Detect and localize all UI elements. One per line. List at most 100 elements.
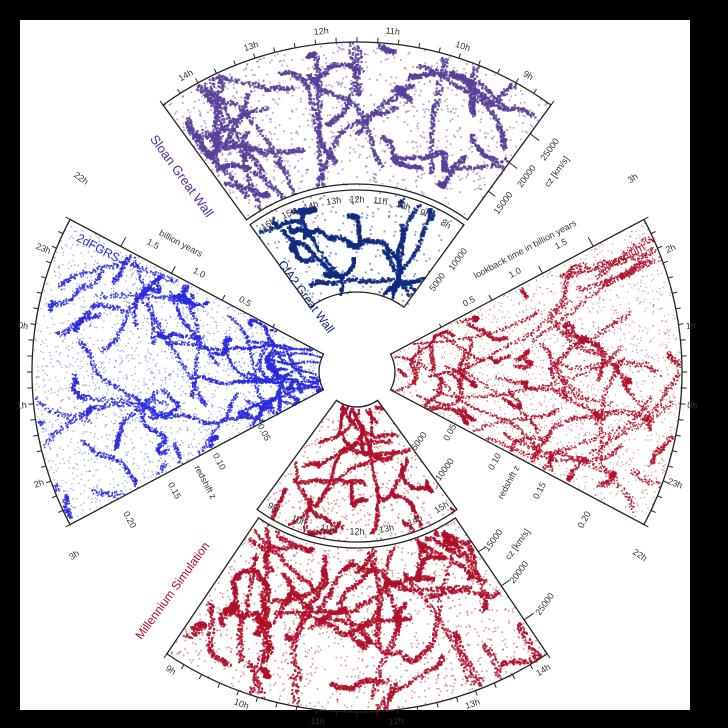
galaxy-point <box>264 194 266 196</box>
galaxy-point <box>529 110 531 112</box>
galaxy-point <box>416 179 418 181</box>
galaxy-point <box>390 165 392 167</box>
galaxy-point <box>270 133 272 135</box>
galaxy-point <box>236 152 238 154</box>
galaxy-point <box>307 74 309 76</box>
galaxy-point <box>265 155 267 157</box>
galaxy-point <box>223 82 225 84</box>
galaxy-point <box>489 150 491 152</box>
galaxy-point <box>264 106 266 108</box>
galaxy-point <box>382 183 384 185</box>
galaxy-point <box>421 191 423 193</box>
galaxy-point <box>254 164 256 166</box>
galaxy-point <box>369 155 371 157</box>
galaxy-point <box>522 93 524 95</box>
galaxy-point <box>243 178 245 180</box>
galaxy-point <box>412 105 414 107</box>
galaxy-point <box>520 102 522 104</box>
galaxy-point <box>309 113 311 115</box>
galaxy-point <box>279 61 281 63</box>
galaxy-point <box>369 78 371 80</box>
galaxy-point <box>538 104 540 106</box>
galaxy-point <box>383 120 385 122</box>
galaxy-point <box>531 126 533 128</box>
galaxy-point <box>530 124 532 126</box>
galaxy-point <box>203 120 205 122</box>
galaxy-point <box>194 101 196 103</box>
galaxy-point <box>258 79 260 81</box>
galaxy-point <box>342 78 344 80</box>
galaxy-point <box>233 84 235 86</box>
galaxy-point <box>302 91 304 93</box>
galaxy-point <box>296 147 298 149</box>
galaxy-point <box>274 133 276 135</box>
galaxy-point <box>244 148 246 150</box>
galaxy-point <box>295 87 297 89</box>
galaxy-point <box>240 137 242 139</box>
galaxy-point <box>378 114 380 116</box>
galaxy-point <box>225 86 227 88</box>
galaxy-point <box>333 52 335 54</box>
galaxy-point <box>325 62 327 64</box>
galaxy-point <box>420 145 422 147</box>
galaxy-point <box>394 57 396 59</box>
galaxy-point <box>239 151 241 153</box>
galaxy-point <box>249 152 251 154</box>
galaxy-point <box>420 135 422 137</box>
galaxy-point <box>444 101 446 103</box>
galaxy-point <box>225 121 227 123</box>
galaxy-point <box>397 154 399 156</box>
galaxy-point <box>507 129 509 131</box>
galaxy-point <box>324 92 326 94</box>
galaxy-point <box>269 82 271 84</box>
galaxy-point <box>376 156 378 158</box>
galaxy-point <box>448 203 450 205</box>
galaxy-point <box>283 60 285 62</box>
galaxy-point <box>210 109 212 111</box>
galaxy-point <box>308 124 310 126</box>
galaxy-point <box>269 107 271 109</box>
galaxy-point <box>209 79 211 81</box>
galaxy-point <box>207 137 209 139</box>
galaxy-point <box>271 138 273 140</box>
galaxy-point <box>334 150 336 152</box>
galaxy-point <box>248 132 250 134</box>
galaxy-point <box>406 80 408 82</box>
galaxy-point <box>362 111 364 113</box>
galaxy-point <box>353 149 355 151</box>
galaxy-point <box>513 127 515 129</box>
galaxy-point <box>199 110 201 112</box>
galaxy-point <box>296 109 298 111</box>
galaxy-point <box>510 139 512 141</box>
galaxy-point <box>354 122 356 124</box>
galaxy-point <box>302 59 304 61</box>
galaxy-point <box>198 99 200 101</box>
galaxy-point <box>417 176 419 178</box>
galaxy-point <box>299 126 301 128</box>
galaxy-point <box>292 95 294 97</box>
galaxy-point <box>210 142 212 144</box>
galaxy-point <box>462 105 464 107</box>
galaxy-point <box>312 66 314 68</box>
galaxy-point <box>262 120 264 122</box>
galaxy-point <box>438 140 440 142</box>
galaxy-point <box>244 144 246 146</box>
galaxy-point <box>206 83 208 85</box>
galaxy-point <box>424 62 426 64</box>
galaxy-point <box>349 147 351 149</box>
galaxy-point <box>269 62 271 64</box>
galaxy-point <box>493 136 495 138</box>
galaxy-point <box>225 158 227 160</box>
galaxy-point <box>480 178 482 180</box>
galaxy-point <box>375 173 377 175</box>
galaxy-point <box>338 131 340 133</box>
galaxy-point <box>270 121 272 123</box>
galaxy-point <box>387 111 389 113</box>
galaxy-point <box>223 122 225 124</box>
galaxy-point <box>428 109 430 111</box>
galaxy-point <box>265 135 267 137</box>
galaxy-point <box>330 131 332 133</box>
galaxy-point <box>205 159 207 161</box>
galaxy-point <box>323 54 325 56</box>
